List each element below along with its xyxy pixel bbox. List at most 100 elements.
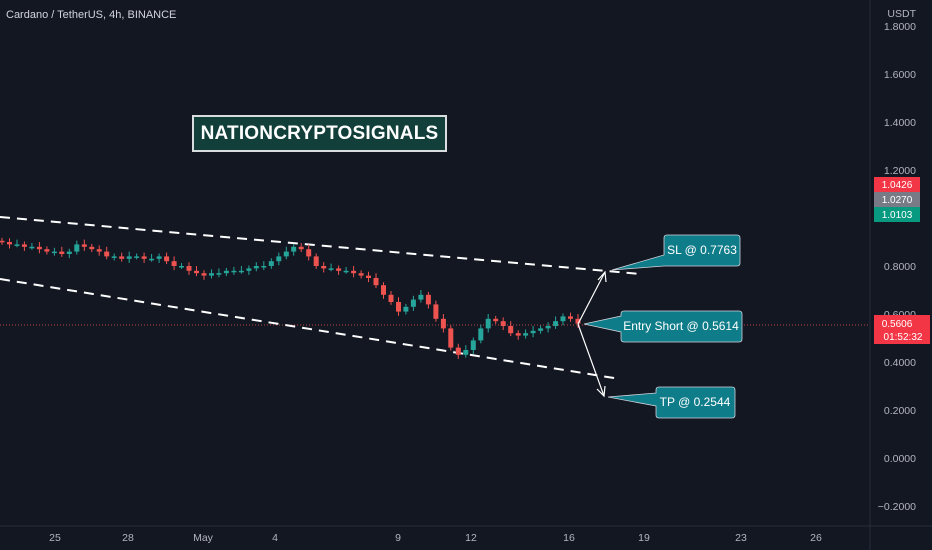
candle-body xyxy=(306,249,312,257)
price-tag-last: 0.5606 01:52:32 xyxy=(874,315,930,344)
candle-body xyxy=(119,256,125,259)
projection-arrows[interactable] xyxy=(577,270,607,398)
candle-body xyxy=(238,270,244,273)
chart-title: Cardano / TetherUS, 4h, BINANCE xyxy=(6,9,177,21)
sl-callout-label: SL @ 0.7763 xyxy=(667,243,737,257)
price-tick-label: 0.0000 xyxy=(884,453,916,465)
candle-body xyxy=(485,318,491,329)
sl-callout[interactable]: SL @ 0.7763 xyxy=(611,234,741,271)
channel-upper-line[interactable] xyxy=(0,216,641,275)
candle-body xyxy=(523,333,529,336)
candle-body xyxy=(156,256,162,259)
candle-body xyxy=(104,251,110,257)
time-axis[interactable]: 25 28 May 4 9 12 16 19 23 26 xyxy=(49,532,822,544)
candle-body xyxy=(530,330,536,334)
price-axis[interactable]: 1.80001.60001.40001.20000.80000.60000.40… xyxy=(878,21,916,513)
candle-body xyxy=(29,246,35,249)
candle-body xyxy=(223,270,229,274)
candle-body xyxy=(14,244,20,246)
price-tag-high-text: 1.0426 xyxy=(882,180,913,191)
candle-body xyxy=(538,328,544,331)
candlestick-series[interactable] xyxy=(0,237,581,359)
candle-body xyxy=(396,302,401,312)
candle-body xyxy=(440,318,446,329)
price-tag-last-text: 0.5606 xyxy=(882,319,913,330)
candle-body xyxy=(553,321,559,326)
candle-body xyxy=(81,244,87,247)
candle-body xyxy=(149,258,155,261)
tp-callout-label: TP @ 0.2544 xyxy=(660,395,731,409)
candle-body xyxy=(500,321,506,326)
candle-body xyxy=(463,350,469,355)
time-tick-label: 23 xyxy=(735,532,747,544)
candle-body xyxy=(59,251,65,254)
candle-body xyxy=(545,326,551,329)
candle-body xyxy=(298,246,304,250)
candle-body xyxy=(111,256,117,258)
price-tick-label: −0.2000 xyxy=(878,501,916,513)
candle-body xyxy=(410,299,416,307)
price-tick-label: 0.2000 xyxy=(884,405,916,417)
candle-body xyxy=(455,347,461,355)
time-tick-label: 28 xyxy=(122,532,134,544)
candle-body xyxy=(66,251,72,254)
candle-body xyxy=(560,316,566,322)
entry-callout[interactable]: Entry Short @ 0.5614 xyxy=(583,310,743,343)
candle-body xyxy=(261,266,267,268)
price-tag-low: 1.0103 xyxy=(874,207,920,222)
time-tick-label: 12 xyxy=(465,532,477,544)
entry-callout-label: Entry Short @ 0.5614 xyxy=(623,319,739,333)
candle-body xyxy=(268,261,274,266)
time-tick-label: 16 xyxy=(563,532,575,544)
currency-label: USDT xyxy=(887,8,916,20)
time-tick-label: 9 xyxy=(395,532,401,544)
candle-body xyxy=(358,273,364,276)
price-tick-label: 1.2000 xyxy=(884,165,916,177)
time-tick-label: 25 xyxy=(49,532,61,544)
candle-body xyxy=(283,251,289,257)
price-tick-label: 1.6000 xyxy=(884,69,916,81)
candle-body xyxy=(470,340,476,350)
candle-body xyxy=(126,256,132,259)
price-tick-label: 1.4000 xyxy=(884,117,916,129)
time-tick-label: May xyxy=(193,532,214,544)
candle-body xyxy=(7,242,12,245)
candle-body xyxy=(425,294,431,305)
candle-body xyxy=(21,244,27,247)
candle-body xyxy=(51,251,57,254)
candle-body xyxy=(515,333,521,336)
candle-body xyxy=(216,273,222,275)
candle-body xyxy=(448,328,454,348)
price-tick-label: 0.8000 xyxy=(884,261,916,273)
candle-body xyxy=(141,256,147,259)
candle-body xyxy=(171,261,177,266)
arrow-head-sl xyxy=(597,270,607,283)
candle-body xyxy=(74,244,80,252)
candle-body xyxy=(194,270,199,274)
candle-body xyxy=(253,266,259,269)
arrow-head-tp xyxy=(596,385,606,398)
candle-body xyxy=(433,304,439,319)
candle-body xyxy=(96,249,102,252)
candle-body xyxy=(246,268,252,271)
candle-body xyxy=(328,268,334,270)
channel-lower-line[interactable] xyxy=(0,278,621,380)
candle-body xyxy=(0,240,5,243)
candle-body xyxy=(575,318,581,324)
candle-body xyxy=(313,256,319,266)
arrow-to-sl xyxy=(577,271,606,325)
candle-body xyxy=(388,294,394,302)
candle-body xyxy=(343,270,349,273)
candle-body xyxy=(44,249,50,252)
candle-body xyxy=(373,278,379,286)
candle-body xyxy=(276,256,282,262)
candle-body xyxy=(366,275,371,278)
candle-body xyxy=(381,285,386,295)
tp-callout[interactable]: TP @ 0.2544 xyxy=(607,386,736,419)
candle-body xyxy=(351,270,357,274)
time-tick-label: 4 xyxy=(272,532,278,544)
candle-body xyxy=(336,268,342,271)
price-tick-label: 1.8000 xyxy=(884,21,916,33)
